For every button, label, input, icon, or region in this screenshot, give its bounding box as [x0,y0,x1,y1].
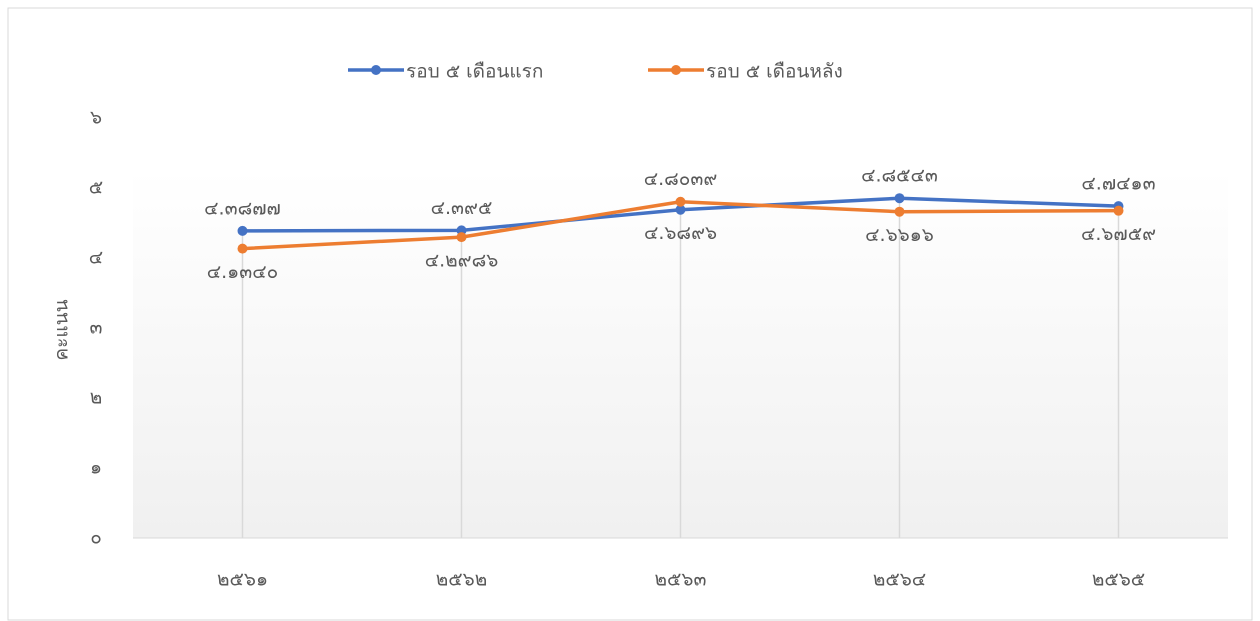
data-label: ๔.๘๕๔๓ [861,165,938,187]
y-tick-label: ๕ [89,177,103,199]
data-point [456,232,467,243]
y-tick-label: ๓ [90,317,103,339]
data-label: ๔.๓๙๕ [431,197,493,219]
y-tick-label: ๐ [90,527,102,549]
data-label: ๔.๓๘๗๗ [204,197,281,219]
y-tick-label: ๑ [90,457,102,479]
data-point [1113,205,1124,216]
data-point [894,193,905,204]
legend-label: รอบ ๕ เดือนแรก [406,61,543,83]
data-label: ๔.๒๙๘๖ [425,250,499,272]
legend-marker [371,65,381,75]
data-label: ๔.๗๔๑๓ [1081,173,1155,195]
legend-label: รอบ ๕ เดือนหลัง [706,61,843,83]
y-axis-title: คะแนน [51,299,73,360]
data-point [675,196,686,207]
data-label: ๔.๖๗๕๙ [1081,223,1156,245]
data-label: ๔.๘๐๓๙ [644,168,718,190]
y-tick-label: ๔ [89,247,103,269]
x-tick-label: ๒๕๖๕ [1092,569,1145,591]
x-tick-label: ๒๕๖๓ [655,569,707,591]
y-tick-label: ๒ [90,387,103,409]
data-label: ๔.๖๘๙๖ [644,222,717,244]
x-tick-label: ๒๕๖๒ [436,569,488,591]
data-point [237,225,248,236]
data-point [894,206,905,217]
legend-marker [671,65,681,75]
y-tick-label: ๖ [90,107,102,129]
x-tick-label: ๒๕๖๔ [873,569,926,591]
data-point [237,243,248,254]
data-label: ๔.๖๖๑๖ [865,224,934,246]
data-point [675,204,686,215]
x-tick-label: ๒๕๖๑ [217,569,268,591]
data-label: ๔.๑๓๔๐ [207,261,278,283]
